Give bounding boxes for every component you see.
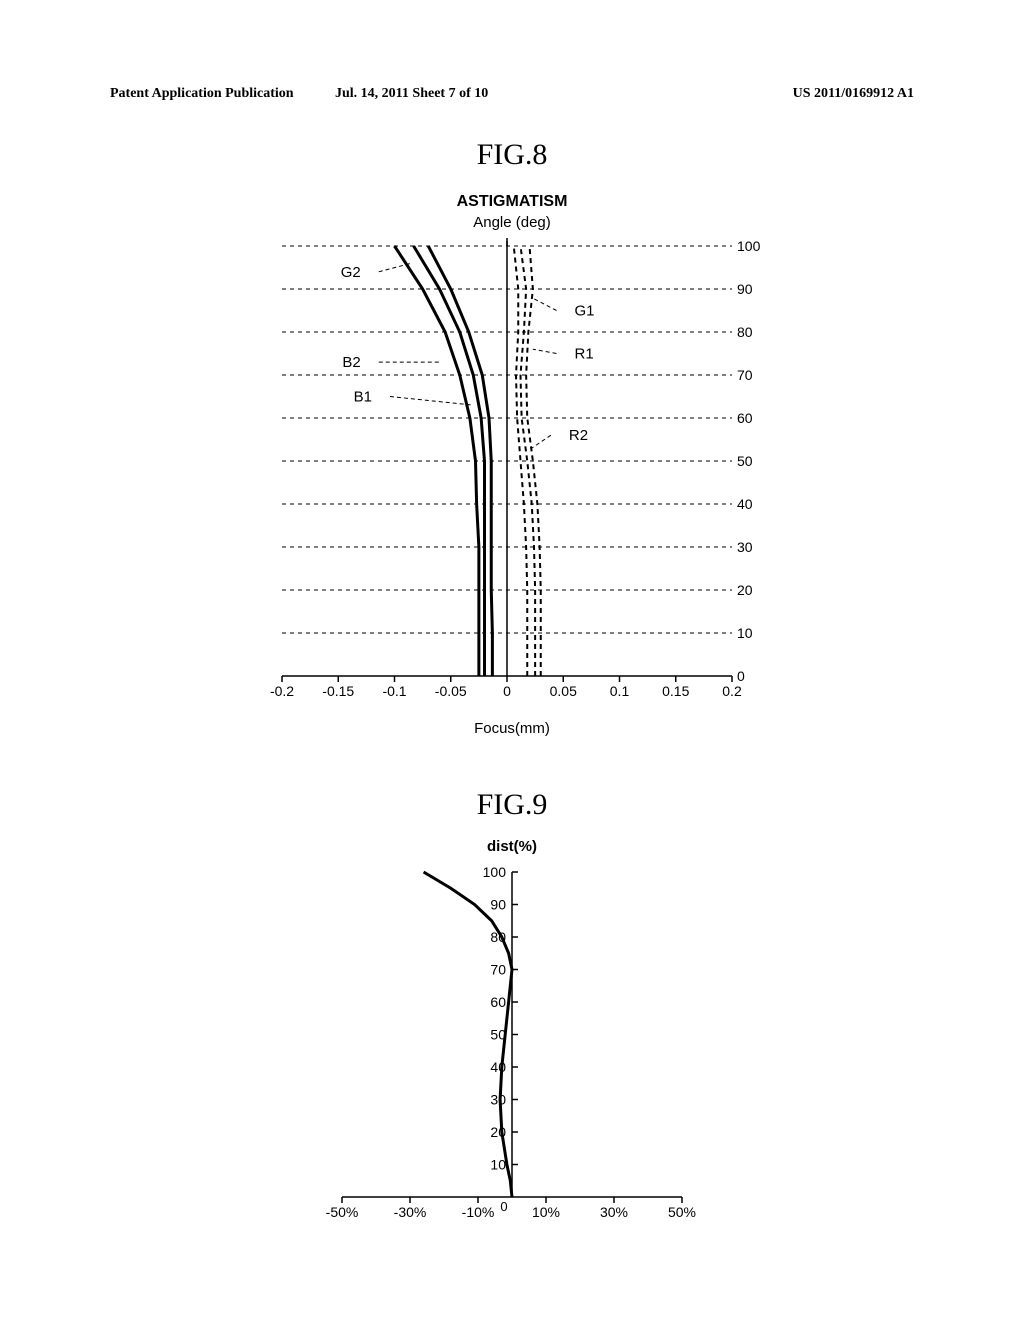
svg-text:70: 70 xyxy=(490,962,506,978)
svg-text:0.2: 0.2 xyxy=(722,683,742,699)
svg-text:R2: R2 xyxy=(569,427,588,444)
fig8-subtitle: Angle (deg) xyxy=(0,214,1024,231)
svg-text:-30%: -30% xyxy=(394,1204,427,1220)
svg-text:40: 40 xyxy=(737,496,753,512)
fig8-chart: 10 20 30 40 50 60 70 80 90 100 0 -0.2 -0.15 -0.1 -0.05… xyxy=(252,236,772,706)
svg-text:B2: B2 xyxy=(342,354,360,371)
header-left: Patent Application Publication xyxy=(110,86,294,102)
svg-text:60: 60 xyxy=(737,410,753,426)
svg-text:100: 100 xyxy=(737,238,761,254)
svg-text:100: 100 xyxy=(483,864,507,880)
svg-text:-0.2: -0.2 xyxy=(270,683,294,699)
svg-text:-0.1: -0.1 xyxy=(382,683,406,699)
svg-text:0: 0 xyxy=(737,668,745,684)
svg-text:-0.05: -0.05 xyxy=(435,683,467,699)
header-right: US 2011/0169912 A1 xyxy=(793,86,914,102)
svg-text:10%: 10% xyxy=(532,1204,560,1220)
svg-text:70: 70 xyxy=(737,367,753,383)
svg-text:90: 90 xyxy=(490,897,506,913)
svg-text:0.15: 0.15 xyxy=(662,683,689,699)
svg-text:10: 10 xyxy=(490,1157,506,1173)
svg-text:B1: B1 xyxy=(354,389,372,406)
svg-text:0: 0 xyxy=(500,1199,507,1214)
svg-text:50%: 50% xyxy=(668,1204,696,1220)
fig9-svg: -50%-30%-10%10%30%50%0102030405060708090… xyxy=(312,862,712,1222)
svg-text:-50%: -50% xyxy=(326,1204,359,1220)
svg-text:60: 60 xyxy=(490,994,506,1010)
fig9-title: dist(%) xyxy=(0,838,1024,855)
svg-text:80: 80 xyxy=(737,324,753,340)
fig8-title: ASTIGMATISM xyxy=(0,193,1024,211)
fig8-label: FIG.8 xyxy=(0,138,1024,172)
fig8-xlabel: Focus(mm) xyxy=(0,720,1024,737)
svg-text:30%: 30% xyxy=(600,1204,628,1220)
header-mid: Jul. 14, 2011 Sheet 7 of 10 xyxy=(335,86,488,102)
svg-text:20: 20 xyxy=(737,582,753,598)
svg-text:G2: G2 xyxy=(341,264,361,281)
svg-text:G1: G1 xyxy=(575,303,595,320)
fig8-svg: 10 20 30 40 50 60 70 80 90 100 0 -0.2 -0.15 -0.1 -0.05… xyxy=(252,236,772,706)
svg-text:90: 90 xyxy=(737,281,753,297)
svg-text:-0.15: -0.15 xyxy=(322,683,354,699)
fig9-label: FIG.9 xyxy=(0,788,1024,822)
svg-text:0.05: 0.05 xyxy=(550,683,577,699)
svg-text:50: 50 xyxy=(737,453,753,469)
fig9-chart: -50%-30%-10%10%30%50%0102030405060708090… xyxy=(312,862,712,1222)
svg-text:10: 10 xyxy=(737,625,753,641)
svg-text:0: 0 xyxy=(503,683,511,699)
svg-text:R1: R1 xyxy=(575,346,594,363)
svg-text:-10%: -10% xyxy=(462,1204,495,1220)
svg-text:30: 30 xyxy=(490,1092,506,1108)
svg-text:30: 30 xyxy=(737,539,753,555)
svg-text:0.1: 0.1 xyxy=(610,683,630,699)
